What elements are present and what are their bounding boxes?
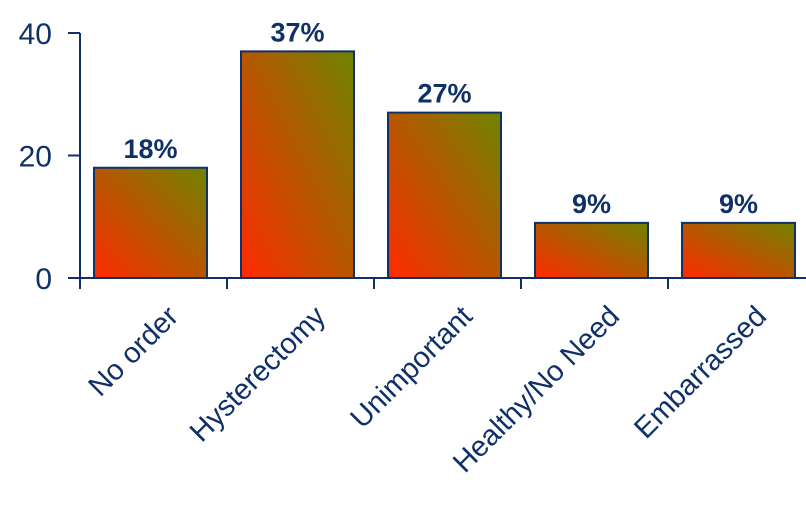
data-labels-group: 18% 37% 27% 9% 9% bbox=[123, 17, 758, 219]
bar-2 bbox=[387, 111, 502, 279]
bars-group bbox=[93, 50, 796, 279]
category-label-4: Embarrassed bbox=[628, 300, 773, 445]
y-tick-label-40: 40 bbox=[19, 18, 52, 51]
data-label-3: 9% bbox=[572, 189, 611, 219]
y-axis: 0 20 40 bbox=[19, 18, 81, 296]
category-label-0: No order bbox=[83, 300, 186, 403]
bar-3 bbox=[534, 221, 649, 279]
data-label-1: 37% bbox=[270, 17, 324, 47]
x-axis bbox=[79, 277, 806, 289]
category-label-1: Hysterectomy bbox=[184, 300, 332, 448]
y-tick-label-20: 20 bbox=[19, 141, 52, 174]
category-labels-group: No order Hysterectomy UnimportantHealthy/N… bbox=[83, 300, 773, 479]
bar-0 bbox=[93, 166, 208, 279]
data-label-4: 9% bbox=[719, 189, 758, 219]
bar-4 bbox=[681, 221, 796, 279]
data-label-0: 18% bbox=[123, 134, 177, 164]
bar-1 bbox=[240, 50, 355, 279]
category-label-2: Unimportant bbox=[345, 300, 479, 434]
data-label-2: 27% bbox=[417, 79, 471, 109]
y-tick-label-0: 0 bbox=[35, 263, 52, 296]
